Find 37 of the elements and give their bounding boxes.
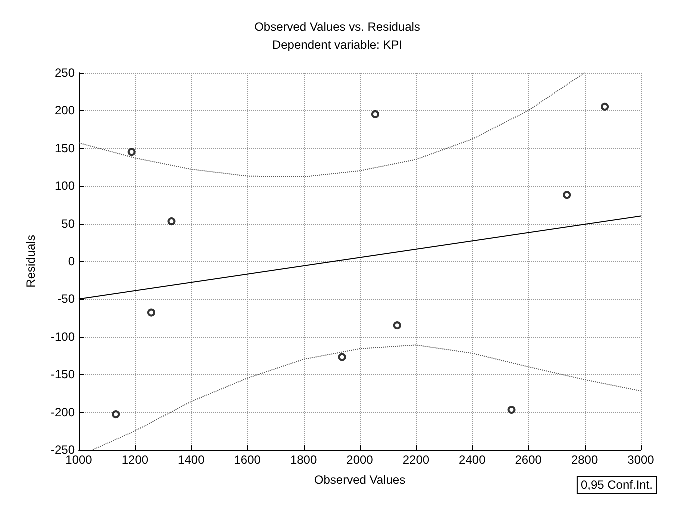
y-tick-label: -200: [50, 405, 76, 420]
line-series: [78, 72, 586, 178]
y-tick-label: 200: [54, 104, 76, 118]
y-tick-label: 50: [62, 216, 76, 231]
y-tick-label: 0: [68, 254, 76, 268]
x-tick-label: 2000: [346, 453, 374, 467]
x-tick-label: 1200: [122, 453, 149, 467]
x-tick-label: 2600: [515, 453, 542, 467]
y-tick-label: 100: [54, 179, 76, 194]
text: 0,95 Conf.Int.: [580, 478, 653, 492]
point: [508, 406, 516, 414]
point: [371, 110, 380, 118]
y-tick-label: -150: [50, 368, 76, 382]
x-tick-label: 2400: [459, 453, 486, 467]
point: [128, 148, 136, 156]
x-tick-label: 3000: [628, 453, 655, 467]
point: [338, 353, 346, 362]
y-tick-label: 250: [54, 66, 76, 80]
x-tick-label: 2200: [402, 453, 430, 467]
y-tick-label: -50: [58, 292, 76, 306]
x-axis-title: Observed Values: [314, 473, 406, 487]
x-tick-label: 1600: [234, 453, 262, 467]
chart-subtitle: Dependent variable: KPI: [272, 38, 403, 52]
point: [148, 308, 156, 317]
y-tick-label: 150: [54, 141, 76, 156]
point: [601, 102, 610, 111]
x-tick-label: 1800: [290, 453, 318, 467]
chart-title: Observed Values vs. Residuals: [254, 20, 420, 34]
point: [112, 410, 120, 419]
line-series: [92, 344, 642, 450]
x-tick-label: 1400: [178, 453, 206, 467]
y-axis-title: Residuals: [24, 235, 38, 288]
point: [393, 322, 402, 330]
x-tick-label: 2800: [571, 453, 598, 467]
point: [168, 218, 176, 226]
point: [563, 191, 572, 200]
y-tick-label: -100: [50, 330, 76, 344]
